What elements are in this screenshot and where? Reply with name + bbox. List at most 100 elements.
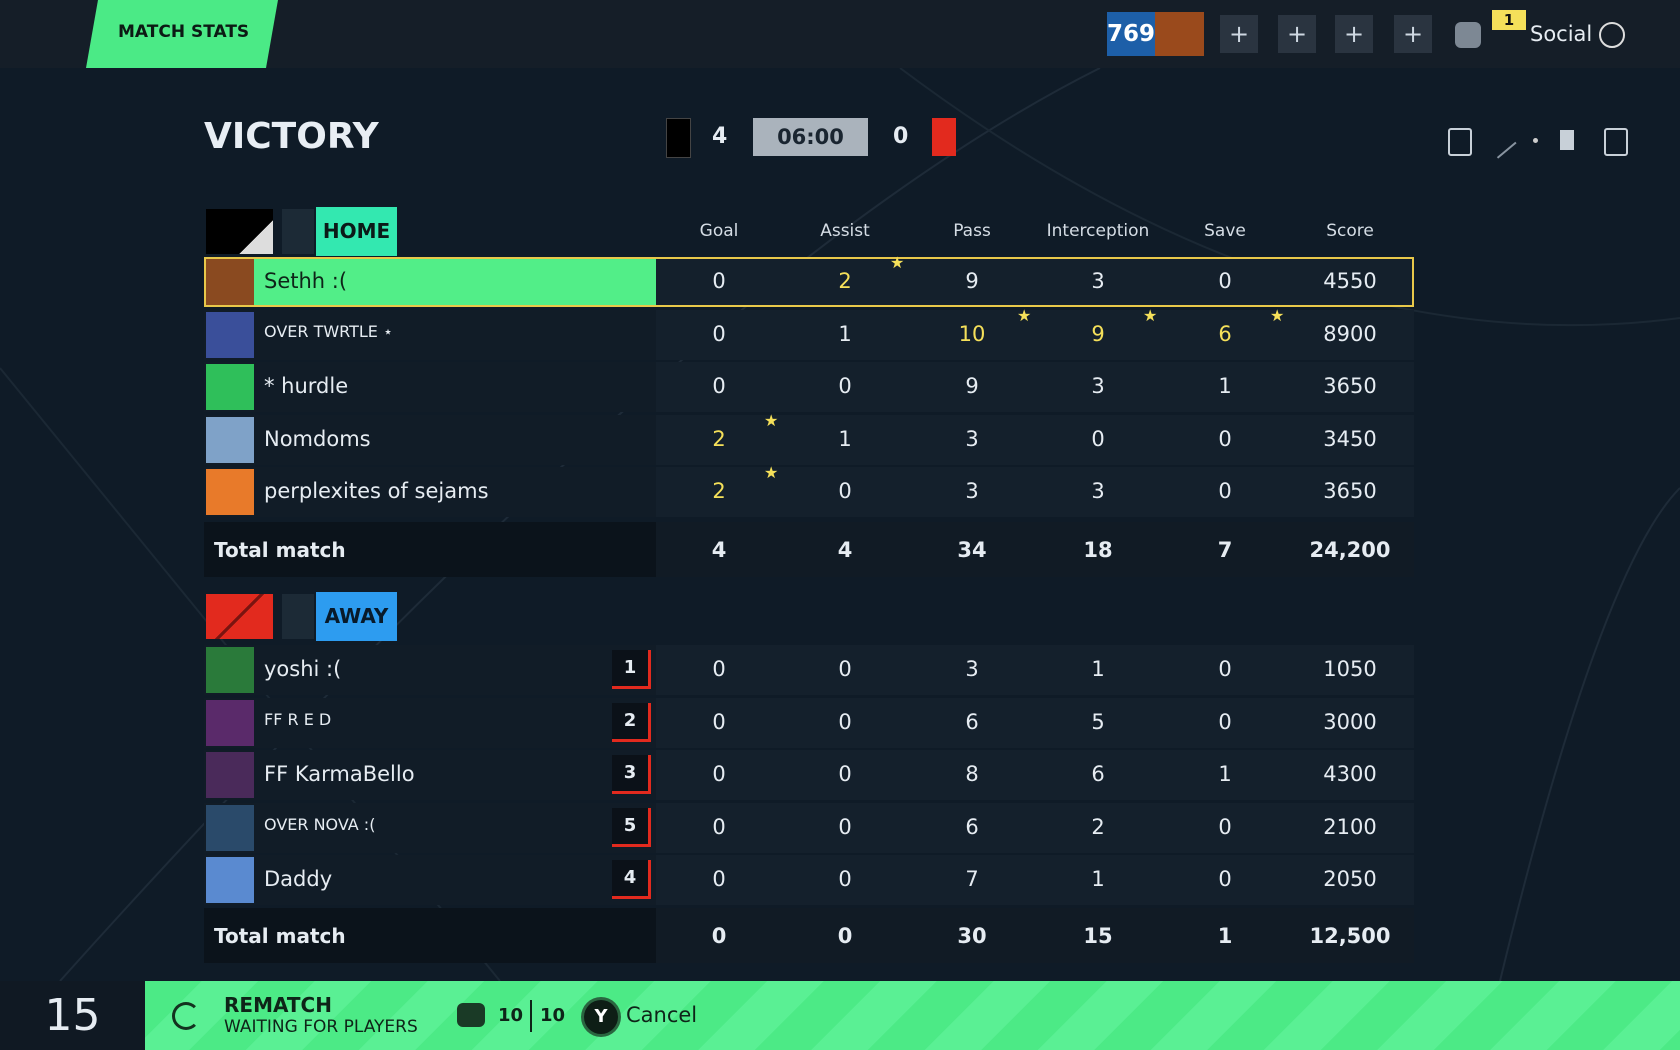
avatar bbox=[206, 857, 254, 903]
dot bbox=[1533, 138, 1538, 143]
stat-value: 6 bbox=[1218, 321, 1232, 346]
rating: 769 bbox=[1107, 12, 1155, 56]
stat-value: 2 bbox=[838, 269, 852, 293]
player-name[interactable]: Daddy bbox=[264, 867, 333, 891]
stat-value: 1050 bbox=[1323, 657, 1377, 681]
add-friend[interactable]: + bbox=[1394, 15, 1432, 53]
notification-badge: 1 bbox=[1492, 10, 1526, 30]
player-name[interactable]: OVER TWRTLE ⋆ bbox=[264, 321, 394, 341]
total-name-cell bbox=[204, 908, 656, 963]
stat-value: 3650 bbox=[1323, 374, 1377, 398]
stat-value: 0 bbox=[1218, 269, 1232, 293]
player-name[interactable]: yoshi :( bbox=[264, 657, 342, 681]
avatar bbox=[206, 364, 254, 410]
total-stats-cell bbox=[656, 522, 1414, 577]
selection-outline bbox=[204, 257, 1414, 307]
name-cell bbox=[204, 855, 656, 905]
social-label[interactable]: Social bbox=[1530, 22, 1593, 46]
add-friend[interactable]: + bbox=[1220, 15, 1258, 53]
name-cell bbox=[204, 414, 656, 465]
column-header: Goal bbox=[699, 221, 739, 241]
name-cell bbox=[204, 467, 656, 517]
rank-badge: 2 bbox=[612, 702, 651, 742]
best-star: ★ bbox=[890, 253, 905, 272]
cancel-label[interactable]: Cancel bbox=[626, 1003, 698, 1027]
stat-value: 9 bbox=[1091, 321, 1105, 346]
stats-cell bbox=[656, 257, 1414, 307]
stat-value: 0 bbox=[712, 657, 726, 681]
player-name[interactable]: * hurdle bbox=[264, 374, 349, 398]
mute-icon[interactable] bbox=[1560, 130, 1574, 150]
column-header: Pass bbox=[953, 221, 991, 241]
player-name[interactable]: FF R E D bbox=[264, 709, 332, 729]
stat-value: 9 bbox=[965, 269, 979, 293]
stat-value: 1 bbox=[1091, 867, 1105, 891]
name-cell bbox=[204, 645, 656, 695]
rematch-label[interactable]: REMATCH bbox=[224, 993, 332, 1017]
stat-value: 0 bbox=[1218, 657, 1232, 681]
home-flag bbox=[666, 118, 691, 158]
spinner bbox=[172, 1002, 200, 1030]
add-friend[interactable]: + bbox=[1335, 15, 1373, 53]
stat-value: 9 bbox=[965, 374, 979, 398]
player-name[interactable]: Sethh :( bbox=[264, 269, 348, 293]
stats-cell bbox=[656, 362, 1414, 412]
stat-value: 3 bbox=[1091, 479, 1105, 503]
away-team-flag bbox=[206, 594, 273, 639]
stat-value: 0 bbox=[712, 867, 726, 891]
stat-value: 0 bbox=[712, 321, 726, 346]
stat-value: 8900 bbox=[1323, 321, 1377, 346]
player-name[interactable]: perplexites of sejams bbox=[264, 479, 489, 503]
lt-button[interactable] bbox=[1448, 128, 1472, 156]
total-value: 4 bbox=[711, 538, 727, 562]
stats-cell bbox=[656, 855, 1414, 905]
rank-badge: 4 bbox=[612, 860, 651, 899]
social-icon bbox=[1599, 22, 1625, 48]
match-clock: 06:00 bbox=[753, 118, 868, 156]
stat-value: 2050 bbox=[1323, 867, 1377, 891]
stats-cell bbox=[656, 467, 1414, 517]
total-value: 12,500 bbox=[1309, 924, 1391, 948]
best-star: ★ bbox=[1270, 305, 1285, 325]
profile-avatar[interactable] bbox=[1155, 12, 1204, 56]
home-emblem bbox=[282, 209, 314, 254]
stat-value: 0 bbox=[838, 814, 852, 839]
player-name[interactable]: OVER NOVA :( bbox=[264, 814, 376, 834]
name-cell bbox=[204, 257, 656, 307]
total-value: 30 bbox=[957, 924, 987, 948]
name-cell bbox=[204, 362, 656, 412]
stat-value: 1 bbox=[1091, 657, 1105, 681]
away-score: 0 bbox=[893, 124, 909, 149]
stat-value: 0 bbox=[1091, 426, 1105, 451]
result-title: VICTORY bbox=[204, 116, 379, 157]
home-team-flag bbox=[206, 209, 273, 254]
stat-value: 4300 bbox=[1323, 762, 1377, 786]
stats-cell bbox=[656, 414, 1414, 465]
stat-value: 0 bbox=[838, 657, 852, 681]
player-name[interactable]: Nomdoms bbox=[264, 426, 371, 451]
y-button[interactable]: Y bbox=[584, 1000, 618, 1034]
stat-value: 0 bbox=[712, 709, 726, 734]
stat-value: 6 bbox=[965, 709, 979, 734]
name-cell bbox=[204, 697, 656, 748]
stat-value: 3 bbox=[965, 479, 979, 503]
stat-value: 2 bbox=[712, 479, 726, 503]
total-stats-cell bbox=[656, 908, 1414, 963]
rt-button[interactable] bbox=[1604, 128, 1628, 156]
stat-value: 1 bbox=[1218, 374, 1232, 398]
player-name[interactable]: FF KarmaBello bbox=[264, 762, 415, 786]
stat-value: 0 bbox=[1218, 867, 1232, 891]
stat-value: 0 bbox=[1218, 426, 1232, 451]
stat-value: 1 bbox=[1218, 762, 1232, 786]
stat-value: 3000 bbox=[1323, 709, 1377, 734]
stat-value: 0 bbox=[838, 762, 852, 786]
avatar bbox=[206, 752, 254, 798]
avatar bbox=[206, 469, 254, 515]
capacity-count: 10 bbox=[540, 1005, 566, 1026]
home-score: 4 bbox=[712, 124, 728, 149]
name-cell bbox=[204, 802, 656, 853]
stat-value: 3650 bbox=[1323, 479, 1377, 503]
avatar bbox=[206, 416, 254, 463]
add-friend[interactable]: + bbox=[1278, 15, 1316, 53]
